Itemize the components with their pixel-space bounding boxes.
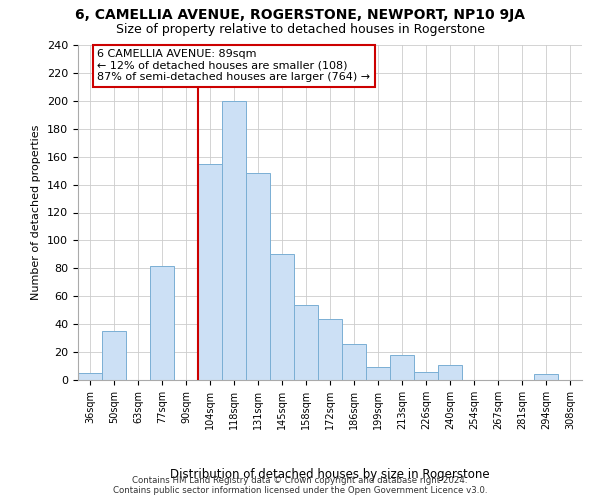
Text: Contains HM Land Registry data © Crown copyright and database right 2024.
Contai: Contains HM Land Registry data © Crown c… — [113, 476, 487, 495]
Bar — [438, 364, 462, 380]
Y-axis label: Number of detached properties: Number of detached properties — [31, 125, 41, 300]
Bar — [198, 164, 222, 380]
Bar — [318, 318, 342, 380]
Bar — [294, 304, 318, 380]
Bar — [414, 372, 438, 380]
Bar — [390, 355, 414, 380]
Text: Size of property relative to detached houses in Rogerstone: Size of property relative to detached ho… — [115, 22, 485, 36]
Bar — [366, 368, 390, 380]
Bar — [246, 174, 270, 380]
Bar — [150, 266, 174, 380]
Text: 6, CAMELLIA AVENUE, ROGERSTONE, NEWPORT, NP10 9JA: 6, CAMELLIA AVENUE, ROGERSTONE, NEWPORT,… — [75, 8, 525, 22]
Bar — [102, 331, 126, 380]
Bar — [78, 373, 102, 380]
Bar — [342, 344, 366, 380]
Bar — [222, 101, 246, 380]
Bar — [270, 254, 294, 380]
Text: 6 CAMELLIA AVENUE: 89sqm
← 12% of detached houses are smaller (108)
87% of semi-: 6 CAMELLIA AVENUE: 89sqm ← 12% of detach… — [97, 49, 370, 82]
Bar — [534, 374, 558, 380]
X-axis label: Distribution of detached houses by size in Rogerstone: Distribution of detached houses by size … — [170, 468, 490, 481]
